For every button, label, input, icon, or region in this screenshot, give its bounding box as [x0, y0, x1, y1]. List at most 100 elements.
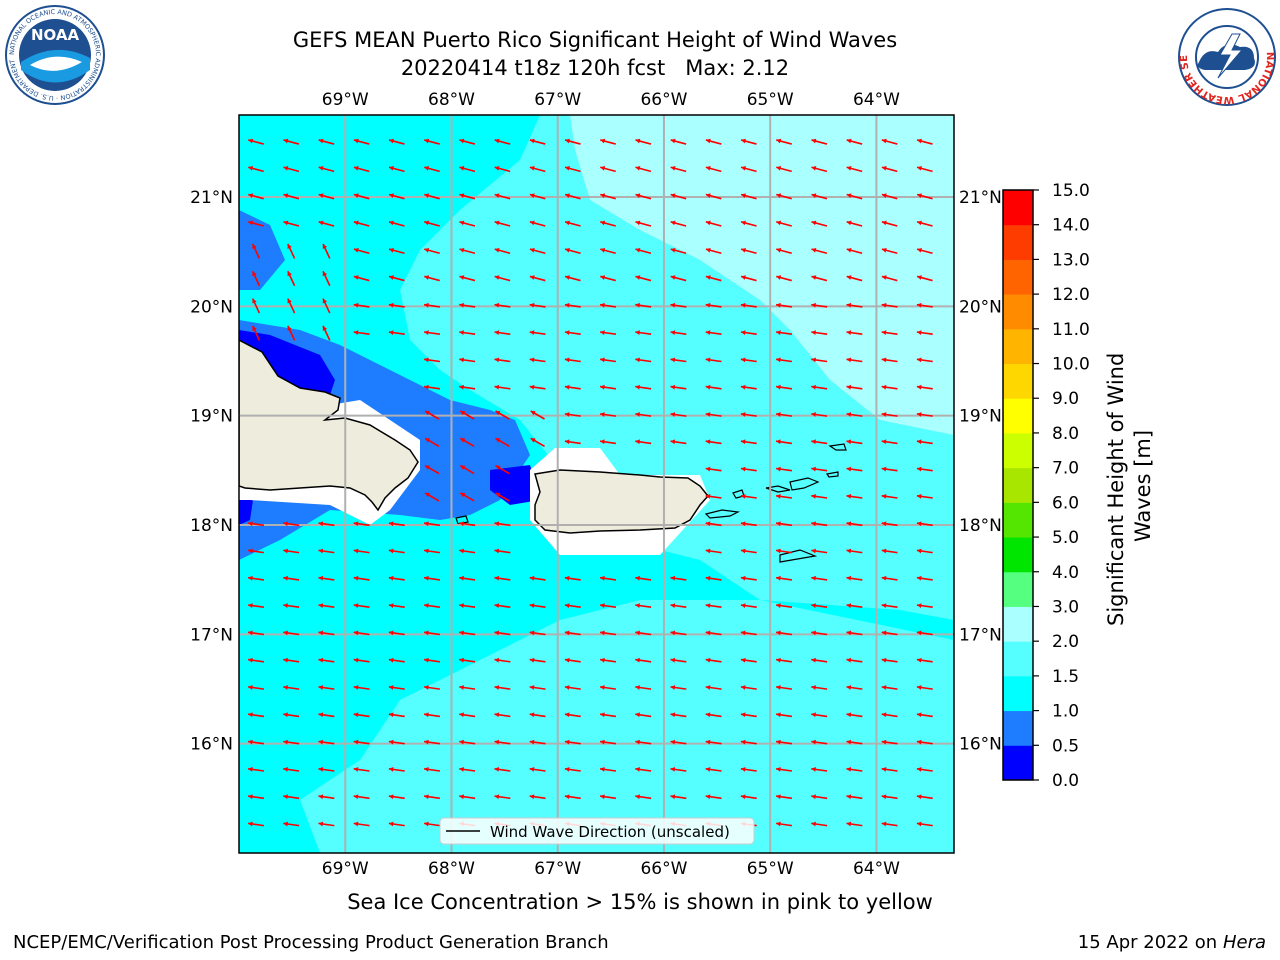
- wave-direction-arrow: [599, 412, 617, 417]
- colorbar-bin: [1003, 710, 1033, 746]
- wave-direction-arrow: [705, 767, 722, 772]
- wave-direction-arrow: [322, 325, 331, 341]
- wave-direction-arrow: [635, 712, 652, 718]
- wave-direction-arrow: [705, 685, 722, 690]
- wave-direction-arrow: [494, 138, 511, 145]
- wave-direction-arrow: [846, 603, 863, 609]
- wave-direction-arrow: [388, 548, 405, 554]
- wave-direction-arrow: [459, 794, 476, 800]
- wave-direction-arrow: [670, 384, 687, 390]
- wave-direction-arrow: [530, 410, 545, 420]
- wave-direction-arrow: [283, 712, 300, 718]
- wave-direction-arrow: [740, 247, 757, 255]
- wave-direction-arrow: [916, 685, 933, 690]
- wave-direction-arrow: [599, 302, 617, 308]
- latitude-labels-left: 21°N 20°N 19°N 18°N 17°N 16°N: [190, 188, 233, 755]
- wave-direction-arrow: [916, 412, 933, 417]
- colorbar-bin: [1003, 675, 1033, 712]
- lat-label-right: 21°N: [959, 188, 1002, 208]
- wave-direction-arrow: [670, 439, 687, 445]
- wave-direction-arrow: [564, 412, 581, 417]
- wave-direction-arrow: [494, 247, 511, 255]
- wave-direction-arrow: [881, 138, 898, 145]
- map-frame: [238, 114, 955, 854]
- wave-direction-arrow: [283, 657, 300, 663]
- wave-direction-arrow: [811, 357, 828, 363]
- lat-label-right: 18°N: [959, 516, 1002, 536]
- lon-label-bottom: 69°W: [322, 859, 369, 879]
- wave-direction-arrow: [635, 794, 652, 800]
- wave-direction-arrow: [494, 302, 511, 308]
- wave-direction-arrow: [247, 794, 265, 800]
- wave-direction-arrow: [494, 794, 511, 800]
- wave-direction-arrow: [353, 821, 370, 827]
- wave-direction-arrow: [670, 657, 687, 663]
- colorbar-tick-label: 9.0: [1052, 389, 1079, 409]
- wave-direction-arrow: [424, 492, 440, 502]
- wave-direction-arrow: [776, 275, 792, 282]
- map-area: [239, 115, 954, 853]
- wave-direction-arrow: [635, 575, 652, 581]
- wave-direction-arrow: [811, 767, 828, 772]
- wave-direction-arrow: [775, 357, 793, 363]
- wave-direction-arrow: [881, 247, 898, 255]
- wave-direction-arrow: [776, 220, 792, 227]
- wave-direction-arrow: [495, 464, 510, 475]
- wave-direction-arrow: [916, 821, 933, 827]
- wave-direction-arrow: [916, 302, 933, 308]
- wave-direction-arrow: [705, 412, 722, 417]
- wave-direction-arrow: [670, 220, 687, 227]
- colorbar-tick-label: 0.0: [1052, 771, 1079, 791]
- wave-direction-arrow: [564, 330, 581, 336]
- wave-direction-arrow: [811, 138, 828, 145]
- wave-direction-arrow: [705, 657, 722, 663]
- wave-direction-arrow: [353, 138, 370, 145]
- wave-direction-arrow: [283, 630, 300, 636]
- wave-direction-arrow: [459, 247, 476, 255]
- wave-direction-arrow: [740, 412, 757, 417]
- lon-label-top: 64°W: [853, 90, 900, 110]
- wave-direction-arrow: [423, 521, 441, 527]
- wave-direction-arrow: [846, 330, 863, 336]
- wave-direction-arrow: [494, 657, 511, 663]
- wave-direction-arrow: [775, 330, 793, 336]
- map-legend: Wind Wave Direction (unscaled): [439, 817, 755, 845]
- wave-direction-arrow: [318, 712, 335, 718]
- wave-direction-arrow: [388, 138, 405, 145]
- wave-direction-arrow: [353, 630, 370, 636]
- longitude-labels-bottom: 69°W 68°W 67°W 66°W 65°W 64°W: [322, 859, 900, 879]
- lon-label-top: 68°W: [428, 90, 475, 110]
- wave-direction-arrow: [599, 685, 617, 690]
- wave-direction-arrow: [740, 302, 757, 308]
- wave-direction-arrow: [251, 325, 261, 341]
- wave-direction-arrow: [846, 138, 863, 145]
- wave-direction-arrow: [740, 439, 757, 445]
- wave-direction-arrow: [846, 794, 863, 800]
- colorbar-tick-label: 10.0: [1052, 355, 1090, 375]
- wave-direction-arrow: [811, 575, 828, 581]
- wave-direction-arrow: [529, 739, 546, 745]
- wave-direction-arrow: [424, 166, 440, 173]
- wave-direction-arrow: [287, 298, 296, 314]
- wave-direction-arrow: [881, 575, 898, 581]
- wave-direction-arrow: [881, 794, 898, 800]
- colorbar-bin: [1003, 606, 1033, 642]
- wave-direction-arrow: [322, 243, 331, 259]
- lat-label-left: 16°N: [190, 735, 233, 755]
- wave-direction-arrow: [705, 603, 722, 609]
- wave-direction-arrow: [388, 575, 405, 581]
- wave-direction-arrow: [353, 275, 370, 282]
- wave-direction-arrow: [775, 739, 793, 745]
- wave-direction-arrow: [846, 575, 863, 581]
- wave-direction-arrow: [251, 270, 261, 287]
- wave-direction-arrow: [776, 138, 792, 145]
- wave-direction-arrow: [423, 712, 441, 718]
- wave-direction-arrow: [318, 138, 335, 145]
- wave-direction-arrow: [423, 739, 441, 745]
- wave-direction-arrow: [705, 548, 722, 554]
- wave-direction-arrow: [459, 767, 476, 772]
- wave-direction-arrow: [846, 494, 863, 499]
- wave-direction-arrow: [283, 794, 300, 800]
- colorbar-tick-label: 13.0: [1052, 250, 1090, 270]
